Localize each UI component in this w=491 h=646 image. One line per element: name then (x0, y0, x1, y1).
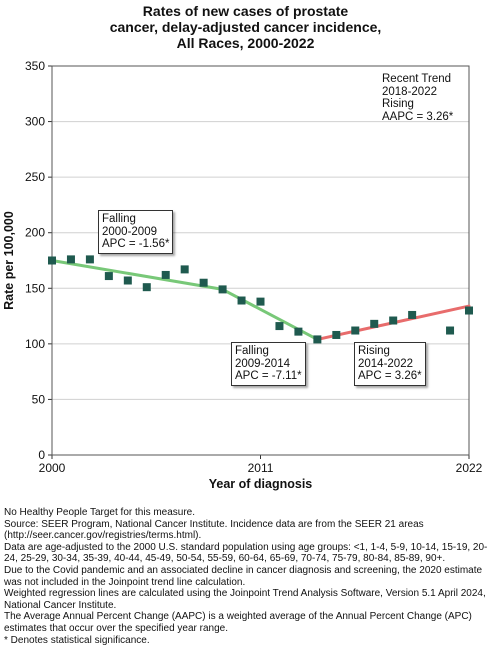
chart-title-line: cancer, delay-adjusted cancer incidence, (109, 19, 382, 35)
y-axis-title: Rate per 100,000 (2, 211, 16, 310)
annotation-line: Falling (102, 213, 136, 225)
trend-line (50, 259, 225, 291)
data-point (85, 255, 94, 264)
footnotes: No Healthy People Target for this measur… (4, 507, 488, 646)
footnote: Source: SEER Program, National Cancer In… (4, 518, 427, 542)
data-point (389, 316, 398, 325)
footnote: * Denotes statistical significance. (4, 634, 150, 646)
recent-trend-line: AAPC = 3.26* (382, 110, 454, 123)
trend-annotation: Rising 2014-2022 APC = 3.26* (354, 342, 426, 386)
x-tick-label: 2000 (39, 461, 66, 475)
data-point (256, 297, 265, 306)
data-point (332, 330, 341, 339)
annotation-line: Falling (235, 345, 269, 357)
plot-background (52, 66, 469, 455)
y-tick-label: 150 (25, 281, 45, 295)
data-point (370, 319, 379, 328)
chart-title-line: Rates of new cases of prostate (142, 3, 349, 19)
x-axis-title: Year of diagnosis (209, 477, 313, 491)
trend-annotation: Falling 2000-2009 APC = -1.56* (98, 210, 174, 254)
y-tick-label: 0 (38, 448, 45, 462)
recent-trend-line: Recent Trend (382, 73, 452, 85)
data-point (313, 335, 322, 344)
data-point (48, 256, 56, 265)
chart-title: Rates of new cases of prostate cancer, d… (0, 3, 491, 51)
footnote: Due to the Covid pandemic and an associa… (4, 564, 485, 588)
data-point (351, 326, 360, 335)
x-tick-label: 2011 (248, 461, 274, 475)
data-point (275, 322, 284, 331)
chart-title-line: All Races, 2000-2022 (176, 35, 315, 51)
chart-area: 0 50 100 150 200 250 300 350 2000 2011 2022 Year of… (2, 59, 483, 491)
annotation-line: 2014-2022 (358, 357, 413, 370)
data-point (142, 283, 151, 292)
footnote: No Healthy People Target for this measur… (4, 507, 196, 518)
data-point (218, 285, 227, 294)
annotation-line: 2009-2014 (235, 357, 290, 370)
data-point (199, 278, 208, 287)
data-point (465, 306, 473, 315)
annotation-line: Rising (358, 345, 390, 357)
y-tick-label: 350 (25, 59, 45, 73)
annotation-line: 2000-2009 (102, 225, 157, 238)
y-tick-label: 250 (25, 170, 45, 184)
data-point (123, 276, 132, 285)
recent-trend-label: Recent Trend 2018-2022 Rising AAPC = 3.2… (382, 73, 453, 123)
footnote: Data are age-adjusted to the 2000 U.S. s… (4, 541, 488, 565)
annotation-line: APC = -1.56* (102, 238, 170, 250)
y-tick-label: 50 (32, 392, 46, 406)
data-point (294, 327, 303, 336)
data-point (161, 270, 170, 279)
y-tick-label: 300 (25, 115, 45, 129)
footnote: Weighted regression lines are calculated… (4, 588, 489, 611)
annotation-line: APC = -7.11* (235, 370, 302, 382)
y-tick-label: 100 (25, 337, 45, 351)
x-tick-label: 2022 (456, 461, 483, 475)
annotation-line: APC = 3.26* (358, 370, 422, 382)
trend-annotation: Falling 2009-2014 APC = -7.11* (231, 342, 306, 386)
data-point (408, 310, 417, 319)
y-tick-label: 200 (25, 226, 45, 240)
data-point (237, 296, 246, 305)
data-point (66, 255, 75, 264)
recent-trend-line: 2018-2022 (382, 85, 437, 98)
recent-trend-line: Rising (382, 98, 414, 110)
data-point (180, 265, 189, 274)
data-point (104, 272, 113, 281)
data-point (446, 326, 455, 335)
footnote: The Average Annual Percent Change (AAPC)… (4, 611, 475, 634)
